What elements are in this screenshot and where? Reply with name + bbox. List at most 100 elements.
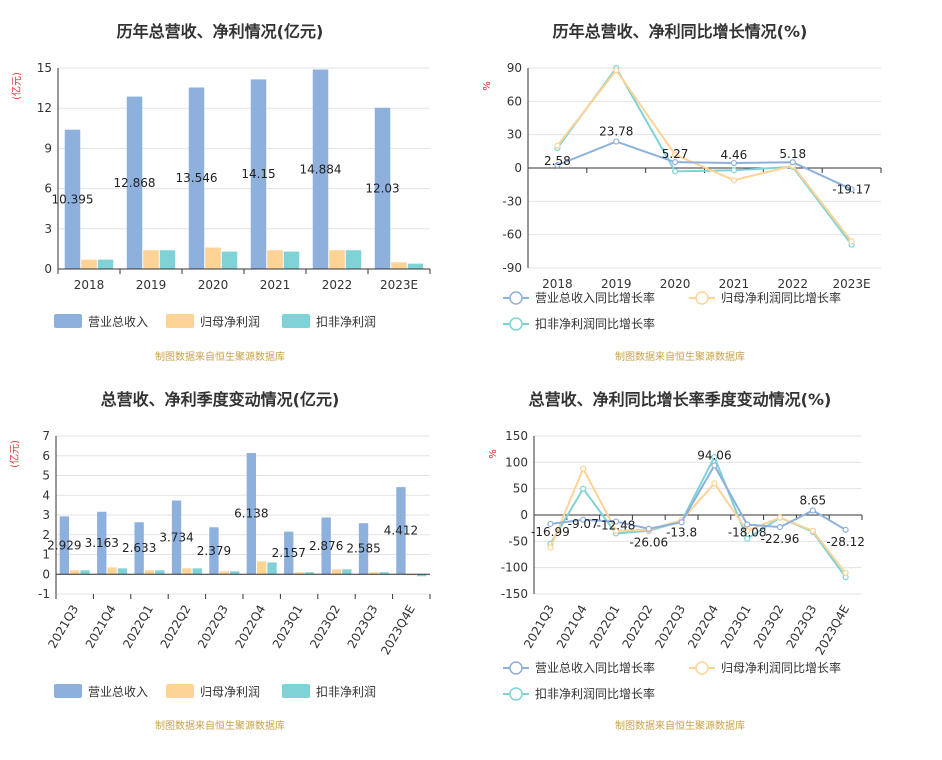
data-label: 4.412 [384, 524, 418, 538]
x-tick-label: 2023Q1 [270, 603, 306, 651]
y-tick-label: 0 [42, 567, 50, 581]
bar [97, 511, 107, 575]
annual-growth-title: 历年总营收、净利同比增长情况(%) [552, 22, 808, 41]
bar [358, 523, 369, 575]
quarterly-bars-title: 总营收、净利季度变动情况(亿元) [100, 390, 340, 409]
series-point [580, 516, 587, 523]
legend-label: 扣非净利润 [316, 315, 376, 329]
legend-label: 归母净利润同比增长率 [721, 660, 841, 675]
series-point [613, 67, 620, 74]
annual-growth-source: 制图数据来自恒生聚源数据库 [615, 352, 745, 363]
legend-label: 扣非净利润同比增长率 [535, 316, 655, 331]
bar [267, 562, 277, 575]
series-point [645, 525, 652, 532]
y-tick-label: -100 [501, 561, 528, 575]
series-point [671, 159, 679, 166]
series-point [809, 507, 816, 514]
data-label: 12.03 [365, 181, 399, 195]
legend-label: 归母净利润 [200, 315, 260, 329]
data-label: 3.163 [85, 536, 119, 550]
legend-marker [509, 317, 523, 331]
bar [331, 569, 342, 575]
data-label: 5.27 [662, 147, 689, 161]
legend-swatch [166, 684, 194, 698]
bar [329, 250, 345, 269]
legend-marker [509, 291, 523, 305]
data-label: -9.07 [568, 517, 599, 531]
x-tick-label: 2021Q4 [554, 603, 590, 651]
bar [219, 571, 229, 575]
x-tick-label: 2022 [777, 277, 808, 291]
x-tick-label: 2021Q3 [45, 603, 81, 651]
x-tick-label: 2022Q4 [685, 603, 721, 651]
y-tick-label: 90 [507, 61, 522, 75]
legend-label: 营业总收入 [88, 315, 148, 329]
y-tick-label: 100 [505, 455, 528, 469]
x-tick-label: 2023Q2 [307, 603, 343, 651]
series-point [744, 521, 751, 528]
series-point [789, 159, 796, 166]
bar [134, 522, 144, 575]
series-point [612, 518, 620, 525]
legend-swatch [282, 314, 310, 328]
bar [192, 568, 202, 575]
legend-label: 营业总收入 [88, 685, 148, 699]
y-tick-label: 0 [44, 262, 52, 276]
x-tick-label: 2023Q3 [345, 603, 381, 651]
x-tick-label: 2023E [380, 278, 418, 292]
x-tick-label: 2018 [74, 278, 105, 292]
series-point [776, 514, 784, 521]
quarterly-growth-source: 制图数据来自恒生聚源数据库 [615, 721, 745, 732]
bar [205, 247, 221, 269]
data-label: 10.395 [52, 192, 94, 206]
series-line [550, 463, 847, 531]
y-tick-label: 60 [507, 94, 522, 108]
bar [159, 250, 176, 269]
legend-label: 归母净利润同比增长率 [721, 290, 841, 305]
bar [345, 250, 362, 269]
bar [379, 572, 389, 575]
series-point [730, 177, 738, 184]
x-tick-label: 2022Q2 [619, 603, 655, 651]
data-label: 5.18 [779, 147, 806, 161]
series-point [848, 186, 855, 193]
series-point [554, 162, 561, 169]
bar [321, 517, 331, 575]
bar [188, 87, 205, 269]
x-tick-label: 2023Q3 [783, 603, 819, 651]
data-label: 2.929 [47, 538, 81, 552]
y-tick-label: 0 [520, 508, 528, 522]
legend-swatch [282, 684, 310, 698]
series-point [744, 527, 751, 534]
data-label: -28.12 [826, 535, 865, 549]
legend-label: 营业总收入同比增长率 [535, 290, 655, 305]
legend-marker [509, 661, 523, 675]
bar [81, 259, 97, 269]
y-tick-label: 3 [44, 222, 52, 236]
series-line [549, 466, 847, 574]
bar [304, 572, 315, 575]
y-tick-label: 15 [37, 61, 52, 75]
series-point [809, 527, 816, 534]
series-point [842, 569, 849, 577]
data-label: 14.15 [241, 167, 275, 181]
data-label: 12.868 [114, 176, 156, 190]
y-tick-label: 9 [44, 141, 52, 155]
quarterly-growth-chart: -150 -100 -50 0 50 100 150% -16.99-9.07-12.48 -2… [488, 429, 865, 701]
data-label: -26.06 [629, 536, 668, 550]
x-tick-label: 2022 [322, 278, 353, 292]
data-label: 6.138 [234, 507, 268, 521]
legend-marker [695, 661, 709, 675]
bar [284, 531, 294, 575]
bar [143, 250, 159, 269]
y-axis-label: (亿元) [8, 440, 21, 468]
x-tick-label: 2022Q3 [195, 603, 231, 651]
series-point [671, 168, 679, 175]
x-tick-label: 2021 [260, 278, 291, 292]
data-label: 2.876 [309, 539, 343, 553]
legend-marker [695, 291, 709, 305]
x-tick-label: 2023Q1 [718, 603, 754, 651]
data-label: -13.8 [666, 525, 697, 539]
y-tick-label: 6 [42, 449, 50, 463]
data-label: -12.48 [597, 519, 636, 533]
